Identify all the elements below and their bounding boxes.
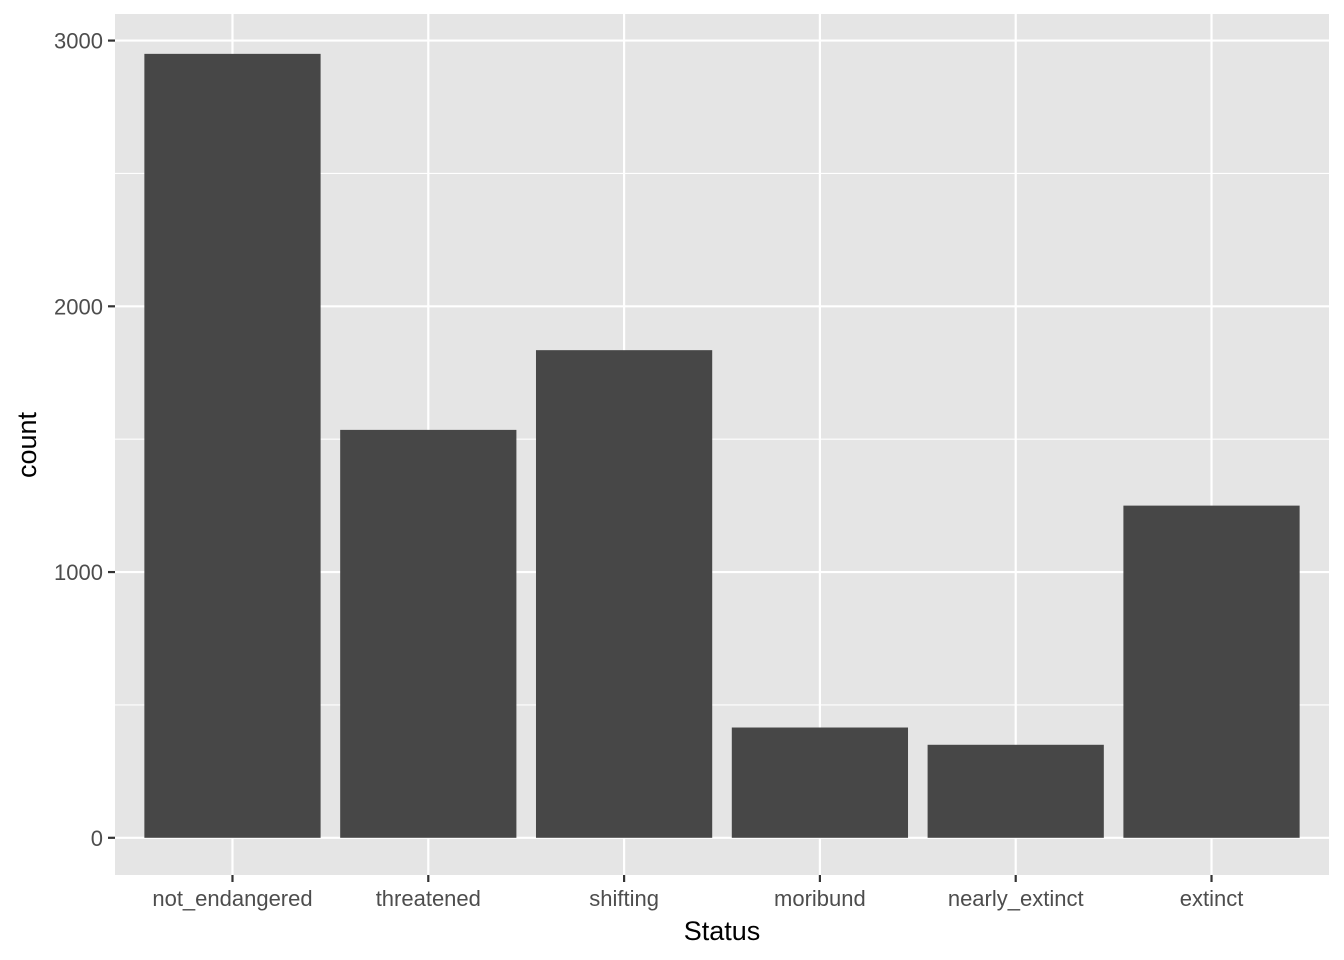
y-tick-label: 0 (91, 826, 103, 851)
bars (144, 53, 1300, 838)
x-tick-label-threatened: threatened (376, 886, 481, 911)
bar-extinct (1123, 505, 1300, 838)
x-axis: not_endangered threatened shifting moribund… (152, 875, 1243, 911)
x-tick-label-nearly_extinct: nearly_extinct (948, 886, 1084, 911)
y-tick-label: 3000 (54, 29, 103, 54)
x-tick-label-not_endangered: not_endangered (152, 886, 312, 911)
bar-not_endangered (144, 53, 321, 838)
y-axis: 0 1000 2000 3000 (54, 29, 115, 851)
bar-moribund (731, 727, 909, 838)
bar-shifting (535, 350, 713, 838)
bar-threatened (340, 429, 517, 838)
x-tick-label-extinct: extinct (1180, 886, 1244, 911)
x-tick-label-moribund: moribund (774, 886, 866, 911)
y-tick-label: 2000 (54, 294, 103, 319)
y-axis-title: count (12, 411, 42, 478)
x-tick-label-shifting: shifting (589, 886, 659, 911)
bar-nearly_extinct (927, 744, 1104, 838)
x-axis-title: Status (684, 916, 761, 946)
y-tick-label: 1000 (54, 560, 103, 585)
